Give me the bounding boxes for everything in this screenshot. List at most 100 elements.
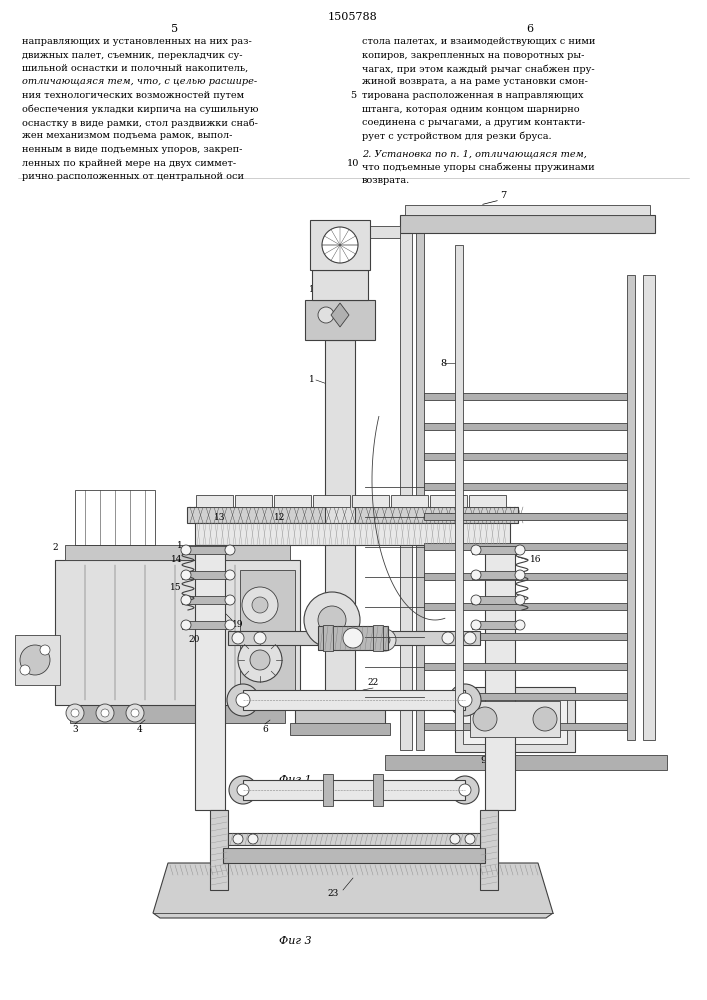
Bar [312,270,368,300]
Bar [228,833,480,845]
Circle shape [471,570,481,580]
Bar [472,546,518,554]
Bar [416,225,424,750]
Circle shape [343,628,363,648]
Circle shape [225,570,235,580]
Text: движных палет, съемник, перекладчик су-: движных палет, съемник, перекладчик су- [22,50,243,60]
Circle shape [515,545,525,555]
Bar [182,571,228,579]
Text: копиров, закрепленных на поворотных ры-: копиров, закрепленных на поворотных ры- [362,50,585,60]
Text: 8: 8 [440,359,446,367]
Text: оснастку в виде рамки, стол раздвижки снаб-: оснастку в виде рамки, стол раздвижки сн… [22,118,258,127]
Bar [469,495,506,507]
Bar [480,810,498,890]
Circle shape [473,707,497,731]
Text: ленных по крайней мере на двух симмет-: ленных по крайней мере на двух симмет- [22,158,236,167]
Circle shape [515,570,525,580]
Text: Фиг 1: Фиг 1 [279,775,311,785]
Bar [240,570,295,695]
Bar [400,225,412,750]
Bar [463,694,567,744]
Text: 6: 6 [262,725,268,734]
Bar [352,495,389,507]
Text: направляющих и установленных на них раз-: направляющих и установленных на них раз- [22,37,252,46]
Text: 1: 1 [177,541,183,550]
Text: 13: 13 [214,513,226,522]
Bar [424,393,627,400]
Bar [400,215,655,233]
Bar [424,513,627,520]
Bar [243,690,465,710]
Bar [373,774,383,806]
Circle shape [250,650,270,670]
Circle shape [451,776,479,804]
Bar [70,705,285,723]
Bar [235,495,272,507]
Text: 2. Установка по п. 1, отличающаяся тем,: 2. Установка по п. 1, отличающаяся тем, [362,149,587,158]
Circle shape [458,693,472,707]
Bar [424,453,627,460]
Bar [196,495,233,507]
Text: 16: 16 [530,556,542,564]
Bar [305,300,375,340]
Bar [424,603,627,610]
Text: 12: 12 [274,513,286,522]
Text: что подъемные упоры снабжены пружинами: что подъемные упоры снабжены пружинами [362,163,595,172]
Text: ния технологических возможностей путем: ния технологических возможностей путем [22,91,244,100]
Bar [195,545,225,810]
Circle shape [471,620,481,630]
Circle shape [515,620,525,630]
Circle shape [20,665,30,675]
Text: 6: 6 [527,24,534,34]
Text: 20: 20 [189,636,200,645]
Bar [627,275,635,740]
Circle shape [181,595,191,605]
Circle shape [237,784,249,796]
Bar [325,340,355,700]
Bar [391,495,428,507]
Bar [470,701,560,737]
Bar [65,545,290,560]
Circle shape [533,707,557,731]
Circle shape [304,592,360,648]
Bar [424,483,627,490]
Bar [424,663,627,670]
Text: рует с устройством для резки бруса.: рует с устройством для резки бруса. [362,131,551,141]
Bar [485,545,515,810]
Bar [472,596,518,604]
Circle shape [131,709,139,717]
Bar [472,621,518,629]
Circle shape [449,684,481,716]
Text: 7: 7 [500,191,506,200]
Circle shape [227,684,259,716]
Bar [210,810,228,890]
Bar [424,693,627,700]
Text: тирована расположенная в направляющих: тирована расположенная в направляющих [362,91,583,100]
Text: 5: 5 [350,91,356,100]
Bar [295,700,385,725]
Bar [243,780,465,800]
Bar [323,774,333,806]
Circle shape [464,632,476,644]
Circle shape [248,834,258,844]
Bar [75,490,155,545]
Text: рично расположенных от центральной оси: рично расположенных от центральной оси [22,172,244,181]
Bar [424,723,627,730]
Circle shape [471,545,481,555]
Text: возврата.: возврата. [362,176,410,185]
Bar [15,635,60,685]
Circle shape [229,776,257,804]
Text: 4: 4 [137,725,143,734]
Circle shape [233,834,243,844]
Circle shape [232,632,244,644]
Circle shape [238,638,282,682]
Bar [643,275,655,740]
Circle shape [40,645,50,655]
Text: 2: 2 [52,544,58,552]
Circle shape [181,570,191,580]
Bar [385,755,667,770]
Circle shape [181,620,191,630]
Text: жиной возврата, а на раме установки смон-: жиной возврата, а на раме установки смон… [362,78,588,87]
Text: 1505788: 1505788 [328,12,378,22]
Circle shape [515,595,525,605]
